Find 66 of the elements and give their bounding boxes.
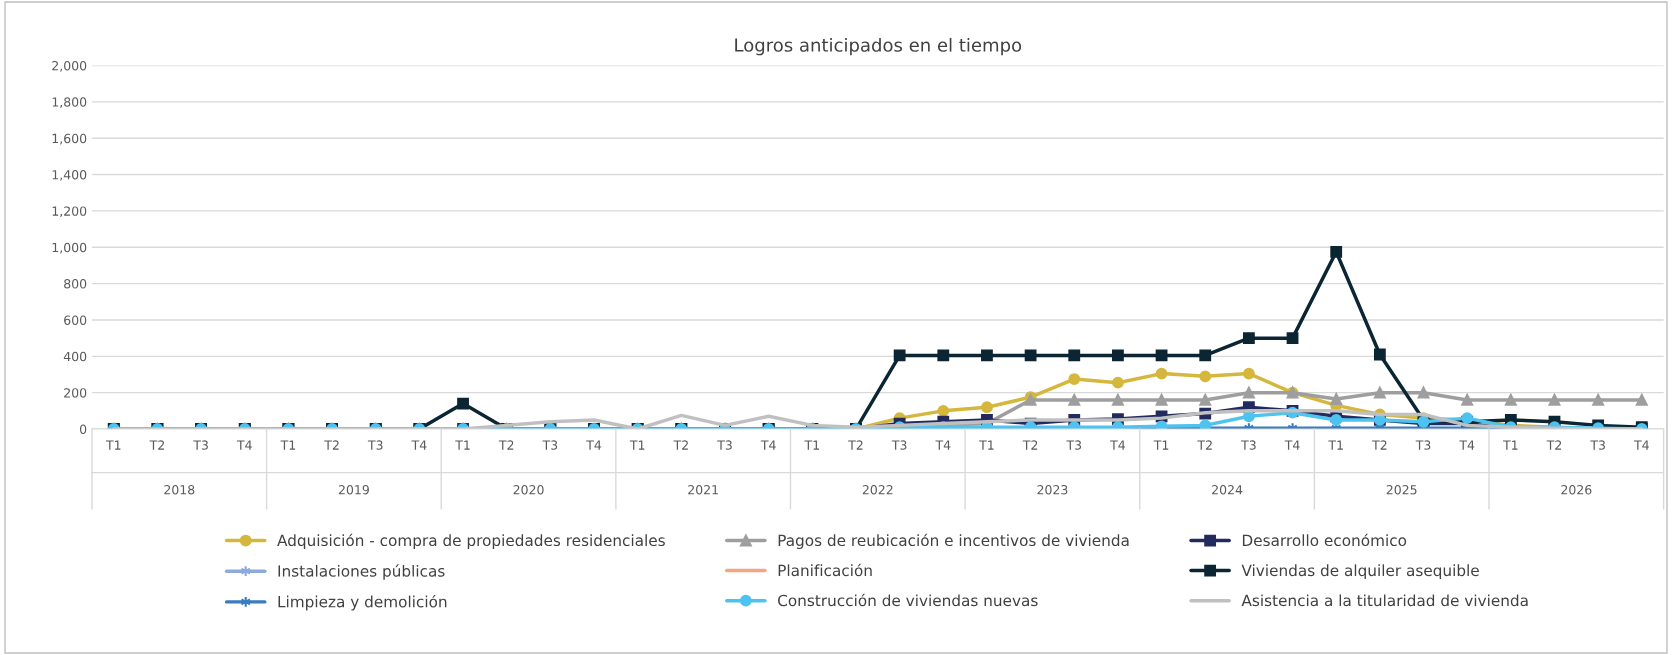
x-tick-label: T2	[1372, 440, 1387, 450]
text: 2018	[164, 485, 195, 495]
x-tick-label: T4	[236, 440, 252, 450]
legend-label: Desarrollo económico	[1242, 533, 1407, 547]
y-tick-label: 1,800	[52, 97, 87, 109]
x-tick-label: T4	[411, 440, 427, 450]
x-tick-label: T3	[891, 440, 907, 450]
x-tick-label: T3	[717, 440, 732, 450]
legend-label: Planificación	[778, 563, 872, 577]
x-tick-label: T3	[193, 440, 208, 450]
x-tick-label: T1	[1153, 440, 1169, 450]
x-tick-label: T2	[673, 440, 688, 450]
x-tick-label: T1	[280, 440, 296, 450]
x-tick-label: T1	[1503, 440, 1518, 450]
x-tick-label: T2	[498, 440, 514, 450]
y-tick-label: 200	[64, 388, 87, 398]
legend-label: Adquisición - compra de propiedades residenciales	[277, 533, 665, 550]
x-tick-label: T2	[149, 440, 164, 450]
y-tick-label: 800	[64, 279, 87, 289]
y-tick-label: 2,000	[52, 60, 87, 72]
x-tick-label: T3	[1415, 440, 1431, 450]
x-tick-label: T1	[455, 440, 470, 450]
legend-label: Asistencia a la titularidad de vivienda	[1241, 594, 1528, 607]
y-tick-label: 1,400	[52, 170, 87, 181]
x-tick-label: T2	[848, 440, 863, 450]
chart-title: Logros anticipados en el tiempo	[735, 37, 1022, 56]
y-tick-label: 1,200	[52, 206, 87, 218]
x-tick-label: T2	[324, 440, 339, 450]
x-tick-label: T2	[1197, 440, 1212, 450]
legend-label: Viviendas de alquiler asequible	[1241, 564, 1479, 580]
legend-label: Construcción de viviendas nuevas	[778, 593, 1038, 607]
legend-label: Limpieza y demolición	[278, 595, 447, 611]
y-tick-label: 1,000	[52, 242, 87, 254]
x-tick-label: T1	[105, 440, 121, 450]
x-tick-label: T2	[1546, 440, 1562, 450]
text: 2019	[338, 485, 369, 495]
x-tick-label: T4	[1633, 440, 1649, 450]
text: 2025	[1386, 485, 1417, 495]
text: 2026	[1561, 485, 1592, 495]
x-tick-label: T4	[1459, 440, 1475, 450]
y-tick-label: 0	[79, 424, 87, 434]
text: 2022	[862, 485, 893, 495]
x-tick-label: T1	[629, 440, 645, 450]
legend-label: Instalaciones públicas	[278, 564, 445, 580]
text: 2024	[1212, 485, 1243, 495]
x-tick-label: T3	[367, 440, 383, 450]
x-tick-label: T4	[935, 440, 951, 450]
y-tick-label: 400	[63, 351, 87, 362]
x-tick-label: T1	[1328, 440, 1343, 450]
text: 2023	[1037, 485, 1068, 495]
x-tick-label: T1	[804, 440, 819, 450]
x-tick-label: T3	[1590, 440, 1605, 450]
legend-label: Pagos de reubicación e incentivos de vivienda	[778, 533, 1129, 550]
x-tick-label: T4	[1284, 440, 1300, 450]
x-tick-label: T3	[1241, 440, 1256, 450]
x-tick-label: T4	[760, 440, 776, 450]
y-tick-label: 1,600	[52, 133, 87, 145]
x-tick-label: T3	[1066, 440, 1082, 450]
text: 2020	[513, 485, 544, 495]
x-tick-label: T3	[542, 440, 558, 450]
y-tick-label: 600	[64, 315, 87, 325]
text: 2021	[688, 485, 718, 495]
x-tick-label: T2	[1022, 440, 1038, 450]
x-tick-label: T4	[1110, 440, 1126, 450]
x-tick-label: T1	[979, 440, 994, 450]
x-tick-label: T4	[586, 440, 602, 450]
